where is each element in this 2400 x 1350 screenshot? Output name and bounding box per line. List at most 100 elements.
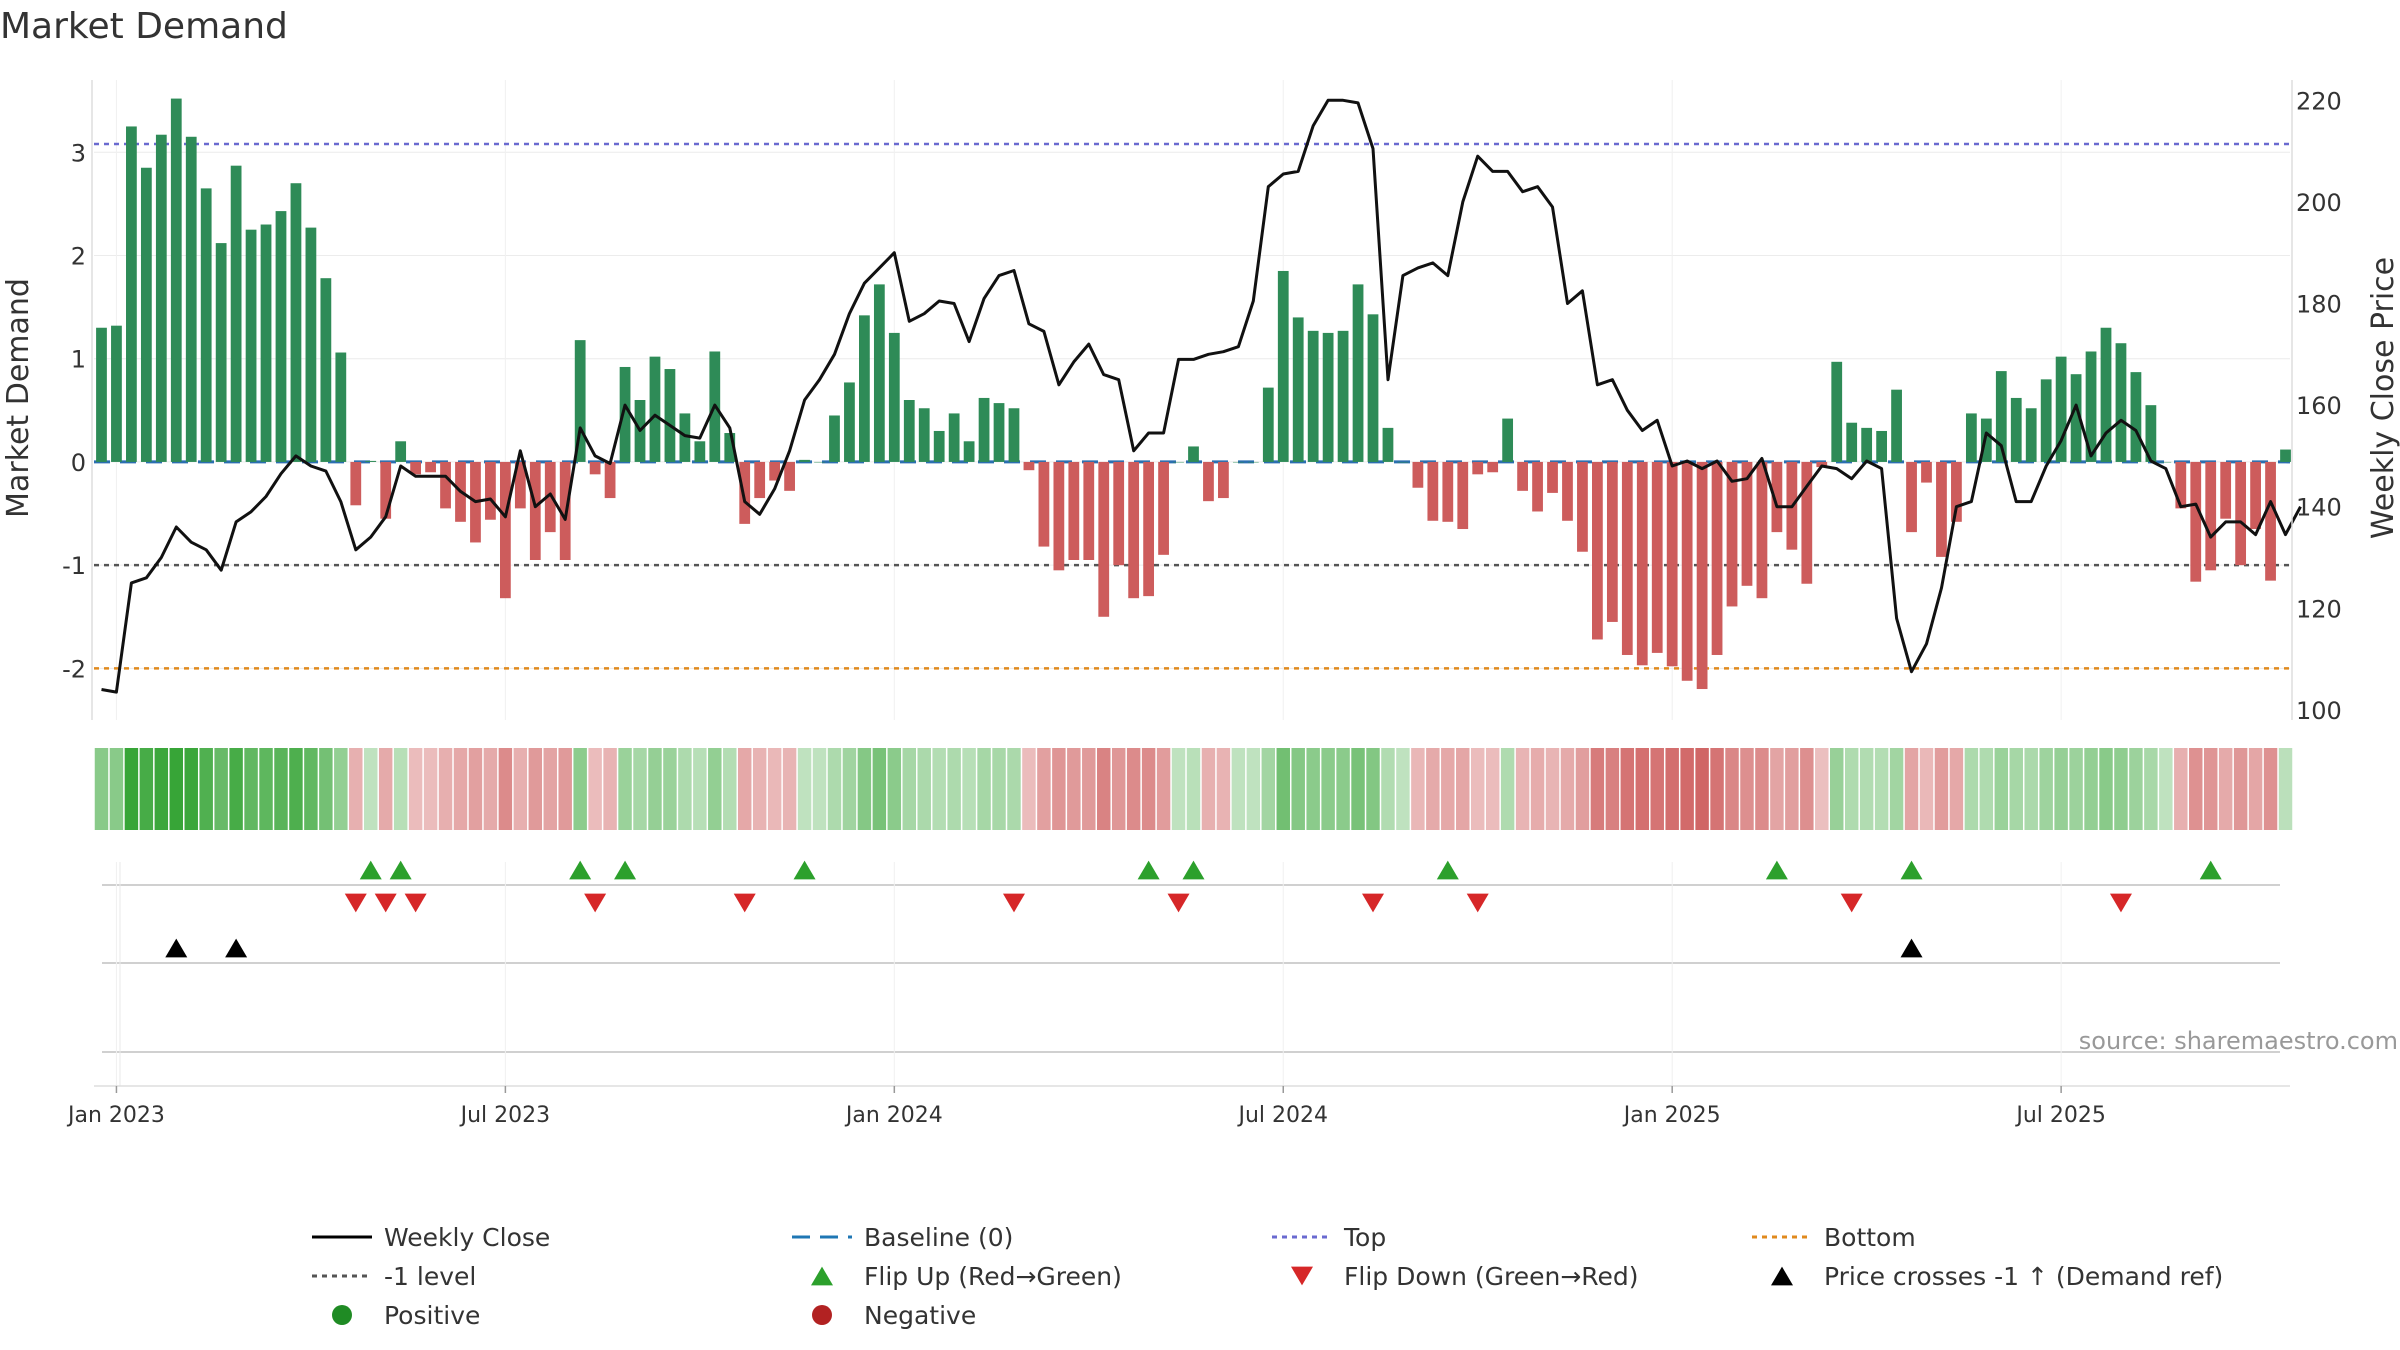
strip-cell [1755,748,1769,830]
flip-down-marker [404,893,427,913]
flip-up-marker [1182,860,1205,880]
strip-cell [1366,748,1380,830]
strip-cell [423,748,438,830]
positive-bar [859,315,870,462]
strip-cell [438,748,453,830]
strip-cell [737,748,752,830]
positive-bar [1262,387,1274,462]
negative-bar [2220,461,2232,519]
strip-cell [2144,748,2158,830]
negative-bar [1562,461,1573,521]
y2-tick-label: 200 [2296,189,2342,217]
strip-cell [1141,748,1156,830]
negative-bar [2205,461,2217,571]
strip-cell [259,748,273,830]
negative-bar [1083,461,1095,560]
positive-bar [1980,418,1992,462]
y-tick-label: 2 [71,242,86,270]
negative-bar [1921,461,1932,483]
positive-bar [230,165,242,462]
strip-cell [678,748,692,830]
legend-label: -1 level [384,1262,476,1291]
x-axis-ticks: Jan 2023 Jul 2023 Jan 2024 Jul 2024 Jan 2025… [66,1086,2106,1128]
strip-cell [1426,748,1440,830]
positive-bar [2280,449,2291,462]
strip-cell [2233,748,2248,830]
strip-cell [1052,748,1066,830]
strip-cell [1111,748,1126,830]
positive-bar [2100,327,2112,462]
positive-bar [2085,351,2097,462]
source-label: source: sharemaestro.com [2079,1027,2398,1055]
strip-cell [2084,748,2098,830]
strip-cell [1874,748,1889,830]
strip-cell [2248,748,2263,830]
strip-cell [618,748,632,830]
strip-cell [468,748,483,830]
strip-cell [124,748,139,830]
strip-cell [513,748,528,830]
positive-bar [290,183,302,462]
positive-bar [2010,397,2022,462]
strip-cell [812,748,827,830]
positive-bar [335,352,347,462]
y-tick-label: 1 [71,346,86,374]
positive-bar [873,284,885,462]
positive-bar [829,415,840,462]
strip-cell [1830,748,1844,830]
strip-cell [1351,748,1365,830]
strip-cell [1859,748,1874,830]
positive-bar [948,413,960,462]
strip-cell [1231,748,1246,830]
negative-bar [1696,461,1708,690]
negative-bar [1771,461,1783,533]
strip-cell [2218,748,2233,830]
positive-bar [963,441,975,462]
y2-tick-label: 160 [2296,392,2342,420]
strip-cell [1321,748,1335,830]
strip-cell [199,748,213,830]
positive-bar [2070,374,2082,462]
negative-bar [2265,461,2276,581]
strip-cell [214,748,228,830]
strip-cell [1530,748,1545,830]
strip-cell [767,748,782,830]
strip-cell [1964,748,1979,830]
y2-tick-label: 120 [2296,595,2342,623]
negative-bar [1143,461,1155,597]
strip-cell [2129,748,2143,830]
negative-bar [1936,461,1947,557]
flip-down-marker [344,893,367,913]
positive-bar [1876,430,1888,462]
event-markers [94,860,2290,1087]
strip-cell [408,748,423,830]
positive-bar [305,227,317,462]
strip-cell [453,748,468,830]
strip-cell [1725,748,1739,830]
strip-cell [1306,748,1320,830]
strip-cell [94,748,109,830]
strip-cell [2099,748,2113,830]
strip-cell [1097,748,1111,830]
legend-label: Negative [864,1301,976,1330]
strip-cell [2114,748,2128,830]
positive-bar [2025,408,2037,462]
negative-bar [514,461,526,509]
strip-cell [1605,748,1620,830]
strip-cell [603,748,617,830]
strip-cell [932,748,946,830]
strip-cell [1800,748,1814,830]
negative-bar [1726,461,1738,607]
negative-bar [769,461,781,481]
negative-bar [529,461,541,560]
strip-cell [1575,748,1590,830]
negative-bar [2235,461,2247,566]
strip-cell [1500,748,1515,830]
y2-tick-label: 140 [2296,494,2342,522]
strip-cell [2009,748,2023,830]
positive-bar [1352,284,1364,462]
positive-bar [799,459,810,462]
strip-cell [573,748,587,830]
strip-cell [1695,748,1709,830]
flip-up-marker [793,860,816,880]
